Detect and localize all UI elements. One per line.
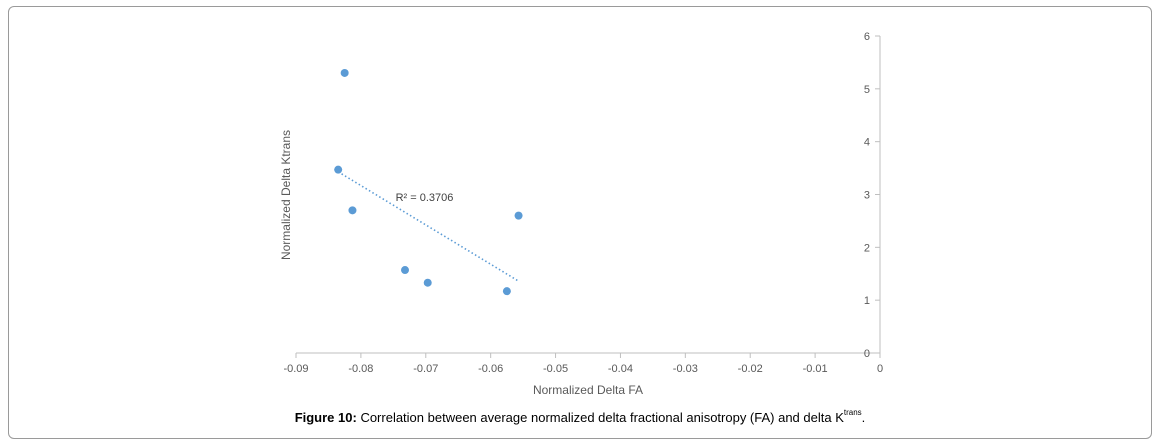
x-tick-label: -0.07 — [413, 363, 438, 375]
x-tick-label: -0.05 — [543, 363, 568, 375]
y-tick-label: 2 — [864, 242, 870, 254]
y-tick-label: 6 — [864, 31, 870, 43]
figure-caption-end: . — [861, 410, 866, 425]
data-point — [401, 266, 410, 275]
data-point — [423, 278, 432, 287]
y-axis: 0 1 2 3 4 5 6 — [864, 31, 881, 360]
x-tick-label: -0.03 — [673, 363, 698, 375]
x-tick-label: -0.09 — [283, 363, 308, 375]
x-tick-label: -0.08 — [348, 363, 373, 375]
figure-caption-text: Correlation between average normalized d… — [360, 410, 844, 425]
data-points — [334, 68, 523, 296]
y-tick-label: 4 — [864, 137, 870, 149]
x-tick-label: -0.02 — [738, 363, 763, 375]
trendline-group: R² = 0.3706 — [337, 171, 519, 282]
data-point — [340, 68, 349, 77]
x-axis-title: Normalized Delta FA — [533, 383, 643, 397]
x-tick-label: -0.06 — [478, 363, 503, 375]
data-point — [334, 165, 343, 174]
x-tick-label: -0.01 — [803, 363, 828, 375]
data-point — [514, 211, 523, 220]
x-tick-label: 0 — [877, 363, 883, 375]
y-tick-label: 0 — [864, 348, 870, 360]
y-tick-label: 1 — [864, 295, 870, 307]
figure-caption-superscript: trans — [843, 408, 862, 417]
figure-caption: Figure 10: Correlation between average n… — [0, 408, 1160, 425]
y-axis-title: Normalized Delta Ktrans — [279, 130, 293, 260]
data-point — [348, 206, 357, 215]
r-squared-label: R² = 0.3706 — [396, 192, 454, 204]
x-axis: -0.09 -0.08 -0.07 -0.06 -0.05 -0.04 -0.03 -0.02… — [283, 352, 883, 375]
x-tick-label: -0.04 — [608, 363, 633, 375]
figure-label: Figure 10: — [294, 410, 357, 425]
scatter-chart: -0.09 -0.08 -0.07 -0.06 -0.05 -0.04 -0.03 -0.02… — [279, 31, 883, 397]
trendline — [337, 171, 519, 282]
y-tick-label: 3 — [864, 190, 870, 202]
data-point — [502, 287, 511, 296]
y-tick-label: 5 — [864, 84, 870, 96]
figure-frame — [8, 6, 1152, 439]
